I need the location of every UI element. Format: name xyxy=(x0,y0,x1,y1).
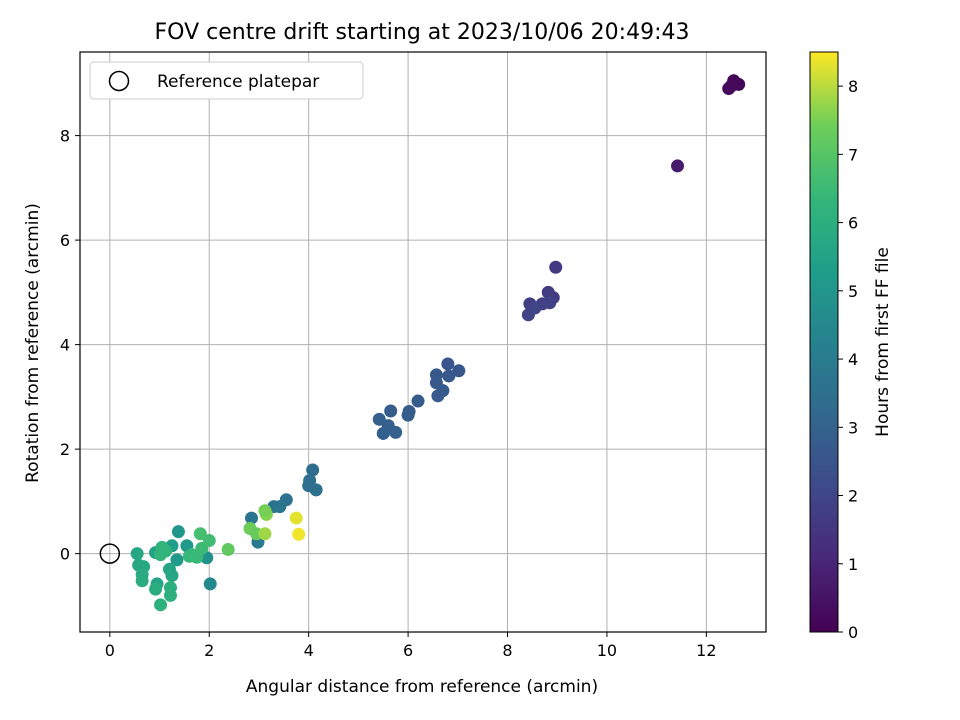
colorbar-tick-label: 2 xyxy=(848,487,858,506)
data-point xyxy=(258,504,272,518)
data-point xyxy=(130,547,144,561)
x-tick-label: 8 xyxy=(502,641,512,660)
colorbar-tick-label: 3 xyxy=(848,418,858,437)
x-tick-label: 12 xyxy=(696,641,716,660)
data-point xyxy=(165,569,179,583)
data-points xyxy=(99,74,746,612)
data-point xyxy=(258,527,272,541)
data-point xyxy=(203,577,217,591)
data-point xyxy=(411,394,425,408)
x-tick-label: 10 xyxy=(597,641,617,660)
colorbar-tick-label: 7 xyxy=(848,145,858,164)
data-point xyxy=(401,408,415,422)
x-tick-label: 4 xyxy=(304,641,314,660)
y-axis-ticks: 0 2 4 6 8 xyxy=(60,127,80,564)
data-point xyxy=(549,260,563,274)
data-point xyxy=(543,296,557,310)
data-point xyxy=(431,389,445,403)
y-tick-label: 6 xyxy=(60,231,70,250)
legend-marker xyxy=(108,70,130,92)
data-point xyxy=(273,500,287,514)
reference-platepar-marker xyxy=(99,543,121,564)
data-point xyxy=(154,548,168,562)
y-tick-label: 2 xyxy=(60,440,70,459)
colorbar-tick-label: 1 xyxy=(848,555,858,574)
data-point xyxy=(171,525,185,539)
colorbar-tick-label: 6 xyxy=(848,214,858,233)
data-point xyxy=(221,542,235,556)
data-point xyxy=(289,511,303,525)
legend: Reference platepar xyxy=(89,61,364,100)
colorbar-tick-label: 8 xyxy=(848,77,858,96)
data-point xyxy=(193,527,207,541)
colorbar-gradient xyxy=(809,51,839,633)
data-point xyxy=(528,301,542,315)
colorbar-tick-label: 5 xyxy=(848,282,858,301)
x-axis-ticks: 0 2 4 6 8 10 12 xyxy=(105,632,717,660)
plot-frame xyxy=(79,51,767,633)
data-point xyxy=(149,582,163,596)
data-point xyxy=(245,511,258,525)
data-point xyxy=(302,479,316,493)
plot-area: 0 2 4 6 8 10 12 0 2 4 6 8 xyxy=(60,51,767,660)
legend-box xyxy=(89,61,364,100)
data-point xyxy=(202,534,216,548)
data-point xyxy=(135,574,149,588)
data-point xyxy=(292,527,306,541)
data-point xyxy=(442,369,456,383)
data-point xyxy=(170,553,184,567)
x-tick-label: 0 xyxy=(105,641,115,660)
data-point xyxy=(441,357,455,371)
legend-entry-reference: Reference platepar xyxy=(157,72,319,92)
data-point xyxy=(389,425,403,439)
x-tick-label: 2 xyxy=(204,641,214,660)
colorbar-tick-label: 0 xyxy=(848,623,858,642)
x-tick-label: 6 xyxy=(403,641,413,660)
data-point xyxy=(724,79,738,93)
data-point xyxy=(452,364,466,378)
data-point xyxy=(163,588,177,602)
y-tick-label: 0 xyxy=(60,545,70,564)
colorbar-label: Hours from first FF file xyxy=(873,247,893,437)
y-tick-label: 8 xyxy=(60,127,70,146)
x-axis-label: Angular distance from reference (arcmin) xyxy=(246,677,598,697)
colorbar-ticks: 0 1 2 3 4 5 6 7 8 xyxy=(838,77,858,642)
y-tick-label: 4 xyxy=(60,336,70,355)
chart-title: FOV centre drift starting at 2023/10/06 … xyxy=(155,20,690,45)
data-point xyxy=(384,404,398,418)
colorbar: 0 1 2 3 4 5 6 7 8 Hours from first FF file xyxy=(809,51,893,642)
data-point xyxy=(154,598,168,612)
y-axis-label: Rotation from reference (arcmin) xyxy=(23,203,43,483)
data-point xyxy=(306,463,320,477)
data-point xyxy=(376,426,390,440)
data-point xyxy=(671,159,685,173)
grid-lines xyxy=(80,52,766,632)
colorbar-tick-label: 4 xyxy=(848,350,858,369)
